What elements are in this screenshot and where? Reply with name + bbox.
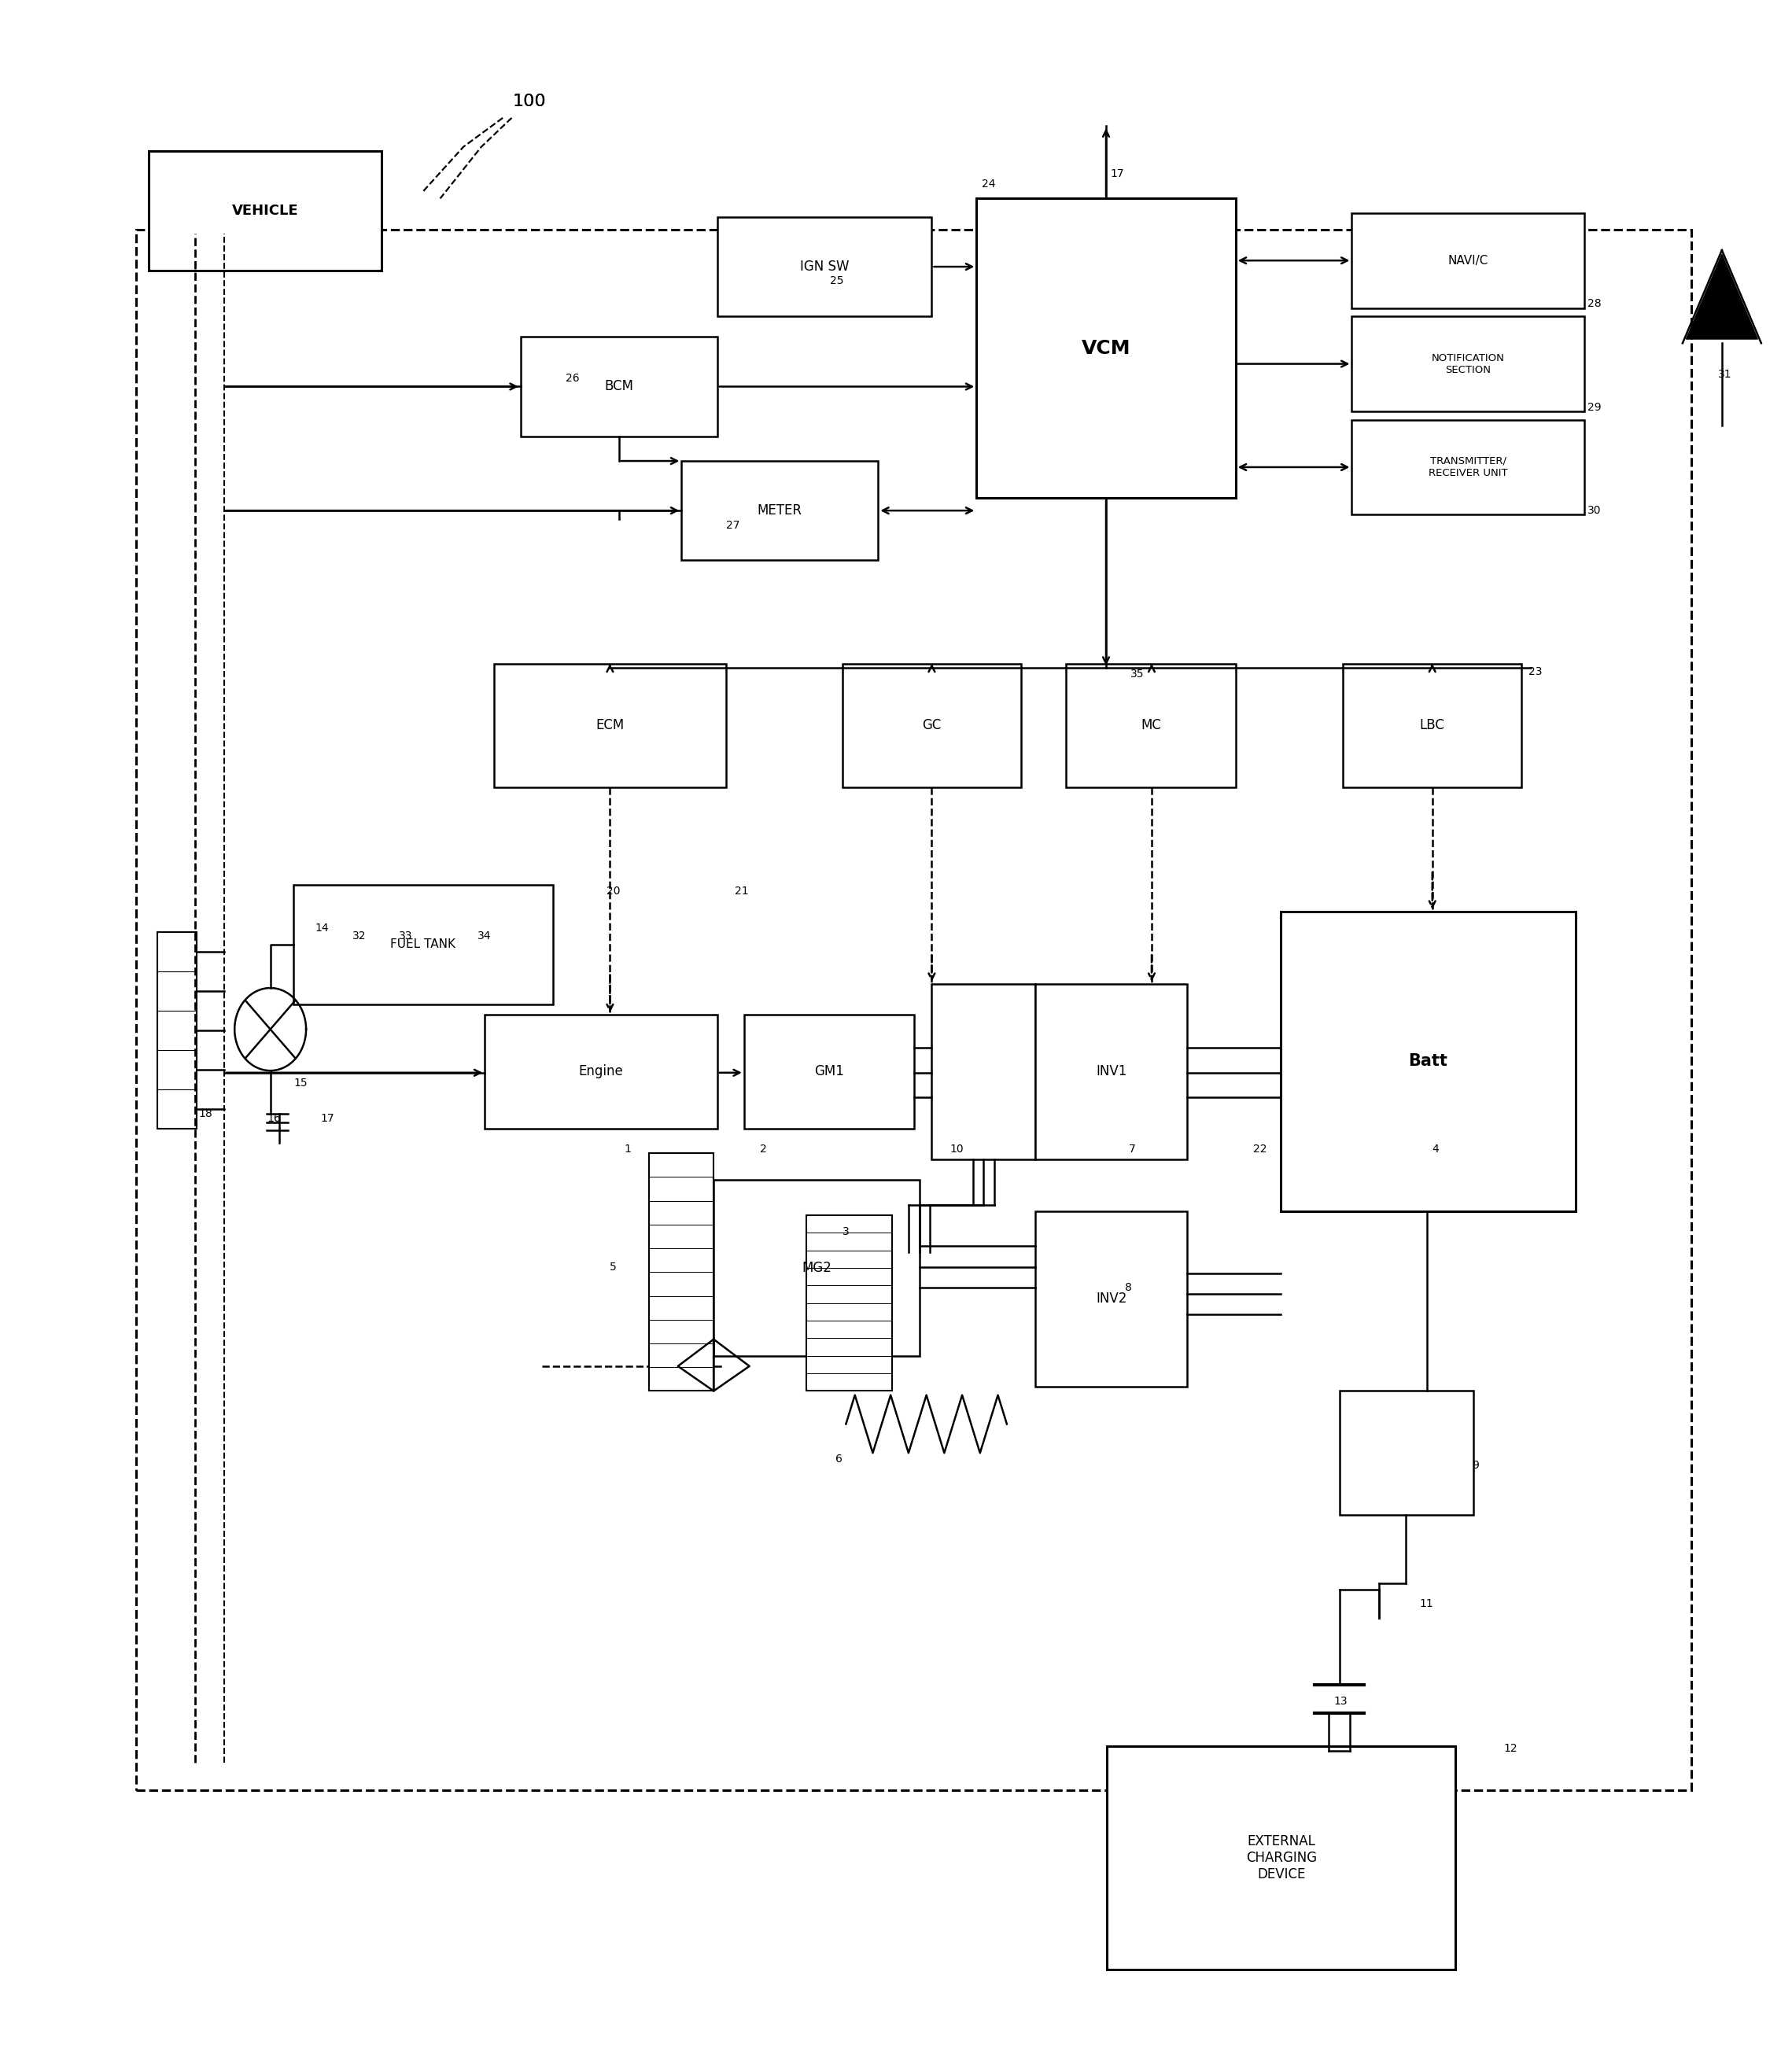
FancyBboxPatch shape [149, 151, 382, 271]
FancyBboxPatch shape [744, 1015, 914, 1129]
Bar [158, 932, 197, 1129]
FancyBboxPatch shape [1279, 911, 1575, 1212]
FancyBboxPatch shape [294, 884, 552, 1004]
Text: 14: 14 [315, 922, 330, 934]
Text: 33: 33 [400, 930, 412, 942]
Text: 8: 8 [1125, 1282, 1133, 1292]
Text: 34: 34 [478, 930, 491, 942]
Text: 100: 100 [513, 93, 547, 110]
Text: 7: 7 [1129, 1143, 1136, 1156]
Text: 24: 24 [982, 178, 996, 191]
Text: METER: METER [758, 503, 803, 518]
Text: 32: 32 [353, 930, 366, 942]
Text: 17: 17 [321, 1112, 335, 1125]
Text: 18: 18 [199, 1108, 213, 1120]
Text: TRANSMITTER/
RECEIVER UNIT: TRANSMITTER/ RECEIVER UNIT [1428, 456, 1507, 478]
FancyBboxPatch shape [1066, 663, 1236, 787]
Text: 10: 10 [950, 1143, 964, 1156]
Text: 100: 100 [513, 93, 547, 110]
FancyBboxPatch shape [977, 199, 1236, 499]
Bar [649, 1154, 713, 1392]
Text: 13: 13 [1333, 1696, 1348, 1707]
FancyBboxPatch shape [932, 984, 1036, 1160]
FancyBboxPatch shape [842, 663, 1021, 787]
FancyBboxPatch shape [1036, 984, 1188, 1160]
Text: 16: 16 [267, 1112, 281, 1125]
Text: 1: 1 [624, 1143, 631, 1156]
Text: ECM: ECM [595, 719, 624, 733]
Text: GC: GC [923, 719, 941, 733]
Text: Engine: Engine [579, 1064, 624, 1079]
FancyBboxPatch shape [717, 217, 932, 317]
FancyBboxPatch shape [1342, 663, 1521, 787]
Text: FUEL TANK: FUEL TANK [391, 938, 455, 951]
FancyBboxPatch shape [681, 462, 878, 559]
Text: 5: 5 [609, 1261, 616, 1272]
Text: Batt: Batt [1409, 1054, 1448, 1069]
Text: VCM: VCM [1081, 340, 1131, 358]
Text: 31: 31 [1719, 369, 1733, 379]
FancyBboxPatch shape [521, 338, 717, 437]
Text: 27: 27 [726, 520, 740, 530]
Text: 17: 17 [1111, 168, 1124, 180]
Text: VEHICLE: VEHICLE [231, 203, 297, 217]
Text: 30: 30 [1588, 505, 1602, 516]
FancyBboxPatch shape [1351, 420, 1584, 516]
Text: 6: 6 [835, 1454, 842, 1464]
Text: 11: 11 [1419, 1599, 1434, 1609]
Text: 12: 12 [1503, 1744, 1518, 1754]
Text: 28: 28 [1588, 298, 1602, 309]
FancyBboxPatch shape [486, 1015, 717, 1129]
FancyBboxPatch shape [713, 1180, 919, 1357]
Text: 15: 15 [294, 1077, 308, 1089]
Text: 4: 4 [1432, 1143, 1439, 1156]
Text: 22: 22 [1254, 1143, 1267, 1156]
Text: 20: 20 [606, 884, 620, 897]
Text: 2: 2 [760, 1143, 767, 1156]
Text: NOTIFICATION
SECTION: NOTIFICATION SECTION [1432, 352, 1505, 375]
Text: 21: 21 [735, 884, 749, 897]
FancyBboxPatch shape [1339, 1392, 1473, 1516]
Text: 23: 23 [1529, 667, 1543, 677]
Text: EXTERNAL
CHARGING
DEVICE: EXTERNAL CHARGING DEVICE [1245, 1835, 1317, 1880]
Text: 29: 29 [1588, 402, 1602, 412]
Text: 26: 26 [564, 373, 579, 383]
Text: 9: 9 [1471, 1460, 1478, 1470]
Text: IGN SW: IGN SW [799, 259, 849, 273]
FancyBboxPatch shape [495, 663, 726, 787]
Text: LBC: LBC [1419, 719, 1444, 733]
FancyBboxPatch shape [1351, 213, 1584, 309]
Polygon shape [1686, 255, 1758, 340]
FancyBboxPatch shape [1036, 1212, 1188, 1388]
Text: MG2: MG2 [801, 1261, 831, 1276]
Text: MC: MC [1140, 719, 1161, 733]
Text: BCM: BCM [604, 379, 633, 393]
FancyBboxPatch shape [1351, 317, 1584, 412]
Bar [806, 1216, 892, 1392]
Text: 3: 3 [842, 1226, 849, 1236]
Text: GM1: GM1 [814, 1064, 844, 1079]
Text: NAVI/C: NAVI/C [1448, 255, 1487, 267]
Text: 25: 25 [830, 275, 844, 286]
Text: INV2: INV2 [1097, 1292, 1127, 1307]
Text: 35: 35 [1131, 669, 1143, 679]
Text: INV1: INV1 [1097, 1064, 1127, 1079]
FancyBboxPatch shape [1107, 1746, 1455, 1970]
